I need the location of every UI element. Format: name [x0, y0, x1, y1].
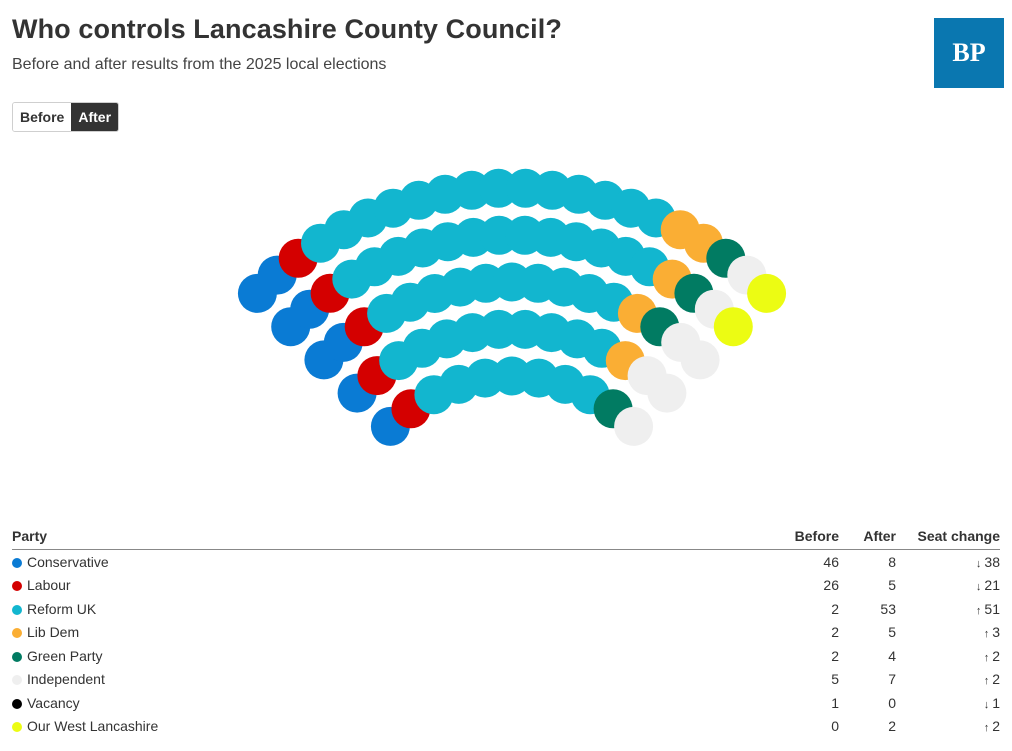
- header-seat-change: Seat change: [896, 526, 1000, 550]
- seat-change: ↓ 38: [896, 550, 1000, 574]
- bp-logo: BP: [934, 18, 1004, 88]
- before-seats: 2: [831, 600, 839, 617]
- header-after: After: [839, 526, 896, 550]
- table-header-row: Party Before After Seat change: [12, 526, 1000, 550]
- before-seats: 5: [831, 671, 839, 688]
- seat-independent[interactable]: [680, 340, 720, 380]
- arrow-up-icon: ↑: [983, 651, 990, 664]
- seat-change-value: 38: [984, 553, 1000, 570]
- arrow-up-icon: ↑: [983, 722, 990, 735]
- after-seats: 53: [880, 600, 896, 617]
- after-seats: 2: [888, 718, 896, 735]
- after-seats: 8: [888, 553, 896, 570]
- chart-title: Who controls Lancashire County Council?: [12, 14, 562, 44]
- toggle-before-button[interactable]: Before: [13, 103, 72, 131]
- party-color-icon: [12, 651, 22, 662]
- party-cell: Conservative: [12, 550, 779, 574]
- before-seats: 1: [831, 694, 839, 711]
- party-color-icon: [12, 722, 22, 733]
- seat-change-value: 3: [992, 624, 1000, 641]
- party-name: Our West Lancashire: [27, 718, 159, 735]
- table-row: Independent 5 7 ↑ 2: [12, 668, 1000, 692]
- after-seats: 5: [888, 577, 896, 594]
- arrow-down-icon: ↓: [983, 698, 990, 711]
- before-seats: 0: [831, 718, 839, 735]
- seat-change: ↓ 21: [896, 574, 1000, 598]
- table-row: Labour 26 5 ↓ 21: [12, 574, 1000, 598]
- party-name: Independent: [27, 671, 105, 688]
- party-cell: Labour: [12, 574, 779, 598]
- party-name: Reform UK: [27, 600, 97, 617]
- party-color-icon: [12, 675, 22, 686]
- table-row: Lib Dem 2 5 ↑ 3: [12, 621, 1000, 645]
- party-color-icon: [12, 604, 22, 615]
- party-name: Labour: [27, 577, 71, 594]
- party-name: Lib Dem: [27, 624, 80, 641]
- seat-change: ↑ 51: [896, 597, 1000, 621]
- seat-change: ↑ 2: [896, 644, 1000, 668]
- party-color-icon: [12, 698, 22, 709]
- seat-change: ↑ 3: [896, 621, 1000, 645]
- party-name: Vacancy: [27, 694, 80, 711]
- table-row: Conservative 46 8 ↓ 38: [12, 550, 1000, 574]
- arrow-up-icon: ↑: [983, 675, 990, 688]
- party-name: Green Party: [27, 647, 103, 664]
- arrow-up-icon: ↑: [975, 604, 982, 617]
- table-row: Our West Lancashire 0 2 ↑ 2: [12, 715, 1000, 739]
- after-seats: 5: [888, 624, 896, 641]
- table-row: Reform UK 2 53 ↑ 51: [12, 597, 1000, 621]
- table-row: Green Party 2 4 ↑ 2: [12, 644, 1000, 668]
- seat-change-value: 2: [992, 671, 1000, 688]
- seat-our-west-lancashire[interactable]: [713, 307, 753, 347]
- seat-independent[interactable]: [647, 373, 687, 413]
- seat-change: ↑ 2: [896, 715, 1000, 739]
- before-after-toggle: Before After: [12, 102, 120, 132]
- arrow-down-icon: ↓: [975, 557, 982, 570]
- toggle-after-button[interactable]: After: [71, 103, 119, 131]
- chart-subtitle: Before and after results from the 2025 l…: [12, 56, 387, 73]
- arrow-down-icon: ↓: [975, 581, 982, 594]
- party-cell: Vacancy: [12, 691, 779, 715]
- before-seats: 46: [823, 553, 839, 570]
- table-row: Vacancy 1 0 ↓ 1: [12, 691, 1000, 715]
- party-color-icon: [12, 581, 22, 592]
- after-seats: 7: [888, 671, 896, 688]
- after-seats: 0: [888, 694, 896, 711]
- before-seats: 26: [823, 577, 839, 594]
- header-party: Party: [12, 526, 779, 550]
- party-cell: Lib Dem: [12, 621, 779, 645]
- seat-change-value: 1: [992, 694, 1000, 711]
- seat-change-value: 2: [992, 718, 1000, 735]
- before-seats: 2: [831, 647, 839, 664]
- seat-independent[interactable]: [614, 406, 654, 446]
- seat-change-value: 2: [992, 647, 1000, 664]
- party-cell: Independent: [12, 668, 779, 692]
- seat-change-value: 21: [984, 577, 1000, 594]
- seat-our-west-lancashire[interactable]: [747, 273, 787, 313]
- parliament-chart: [237, 168, 787, 446]
- header-before: Before: [779, 526, 839, 550]
- party-color-icon: [12, 557, 22, 568]
- after-seats: 4: [888, 647, 896, 664]
- seat-change-value: 51: [984, 600, 1000, 617]
- party-color-icon: [12, 628, 22, 639]
- arrow-up-icon: ↑: [983, 628, 990, 641]
- seat-change: ↓ 1: [896, 691, 1000, 715]
- results-table: Party Before After Seat change Conservat…: [12, 526, 1000, 738]
- seat-reform-uk[interactable]: [479, 168, 518, 208]
- seat-change: ↑ 2: [896, 668, 1000, 692]
- party-cell: Our West Lancashire: [12, 715, 779, 739]
- party-name: Conservative: [27, 553, 109, 570]
- party-cell: Green Party: [12, 644, 779, 668]
- before-seats: 2: [831, 624, 839, 641]
- party-cell: Reform UK: [12, 597, 779, 621]
